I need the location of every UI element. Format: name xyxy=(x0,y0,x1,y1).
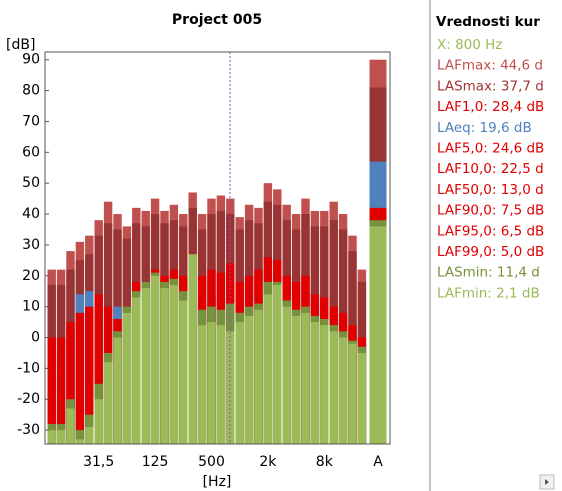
bar xyxy=(254,309,263,444)
bar xyxy=(207,322,216,444)
bar xyxy=(56,430,66,444)
bar xyxy=(357,352,367,444)
panel-line: LAF90,0: 7,5 dB xyxy=(437,203,544,219)
panel-line: LAF10,0: 22,5 d xyxy=(437,161,544,177)
bar xyxy=(179,300,188,444)
y-tick-label: 90 xyxy=(22,52,40,68)
bar xyxy=(75,430,85,444)
panel-line: LAF1,0: 28,4 dB xyxy=(437,99,544,115)
panel-line: LAeq: 19,6 dB xyxy=(437,120,532,136)
bar xyxy=(85,427,94,444)
bar xyxy=(197,325,207,444)
scroll-arrow xyxy=(545,479,549,485)
bar xyxy=(47,337,56,444)
panel-line: LASmax: 37,7 d xyxy=(437,78,544,94)
bar xyxy=(235,322,244,444)
bar xyxy=(75,439,85,444)
y-tick-label: 30 xyxy=(22,237,40,253)
bars xyxy=(47,59,387,445)
bar xyxy=(66,322,75,444)
panel-line: LAF95,0: 6,5 dB xyxy=(437,223,544,239)
x-tick-label: A xyxy=(373,454,383,470)
bar xyxy=(338,337,348,444)
bar xyxy=(291,315,301,444)
x-axis-label: [Hz] xyxy=(203,474,232,490)
panel-line: X: 800 Hz xyxy=(437,37,502,53)
y-tick-label: 60 xyxy=(22,144,40,160)
bar xyxy=(66,408,75,444)
y-tick-label: 20 xyxy=(22,268,40,284)
bar xyxy=(160,288,169,444)
bar xyxy=(263,294,273,444)
bar xyxy=(169,285,179,444)
values-panel: Vrednosti kur X: 800 Hz LAFmax: 44,6 d LAS… xyxy=(436,14,544,301)
x-tick-label: 31,5 xyxy=(83,454,114,470)
x-tick-label: 2k xyxy=(259,454,277,470)
bar xyxy=(94,294,103,444)
y-tick-label: 70 xyxy=(22,113,40,129)
panel-line: LAF99,0: 5,0 dB xyxy=(437,244,544,260)
bar xyxy=(85,306,94,444)
bar xyxy=(75,312,85,444)
bar xyxy=(301,312,310,444)
bar xyxy=(132,297,141,444)
y-tick-label: 0 xyxy=(31,330,40,346)
y-tick-label: -10 xyxy=(17,360,40,376)
bar xyxy=(188,254,197,444)
bar xyxy=(216,325,226,444)
bar xyxy=(282,306,291,444)
bar xyxy=(94,399,103,444)
bar xyxy=(320,325,329,444)
panel-line: LAFmax: 44,6 d xyxy=(437,58,543,74)
bar xyxy=(369,226,387,444)
bar xyxy=(226,331,235,444)
bar xyxy=(47,430,56,444)
panel-line: LASmin: 11,4 d xyxy=(437,265,540,281)
bar xyxy=(113,337,122,444)
bar xyxy=(244,315,254,444)
bar xyxy=(103,362,113,444)
bar xyxy=(310,322,320,444)
x-tick-label: 8k xyxy=(316,454,334,470)
x-tick-label: 500 xyxy=(198,454,225,470)
bar xyxy=(150,275,160,444)
panel-line: LAFmin: 2,1 dB xyxy=(437,285,540,301)
panel-line: LAF5,0: 24,6 dB xyxy=(437,141,544,157)
panel-title: Vrednosti kur xyxy=(436,14,540,30)
y-tick-label: 40 xyxy=(22,206,40,222)
y-tick-label: -20 xyxy=(17,391,40,407)
bar xyxy=(348,343,357,444)
bar xyxy=(56,337,66,444)
y-axis-label: [dB] xyxy=(6,37,35,53)
bar xyxy=(122,312,132,444)
bar xyxy=(141,288,150,444)
y-tick-label: -30 xyxy=(17,422,40,438)
panel-line: LAF50,0: 13,0 d xyxy=(437,182,544,198)
x-tick-label: 125 xyxy=(142,454,169,470)
bar xyxy=(273,285,282,444)
bar xyxy=(329,331,338,444)
y-tick-label: 10 xyxy=(22,299,40,315)
plot-frame xyxy=(44,51,391,445)
y-tick-label: 50 xyxy=(22,175,40,191)
chart-title: Project 005 xyxy=(172,12,262,28)
y-tick-label: 80 xyxy=(22,83,40,99)
